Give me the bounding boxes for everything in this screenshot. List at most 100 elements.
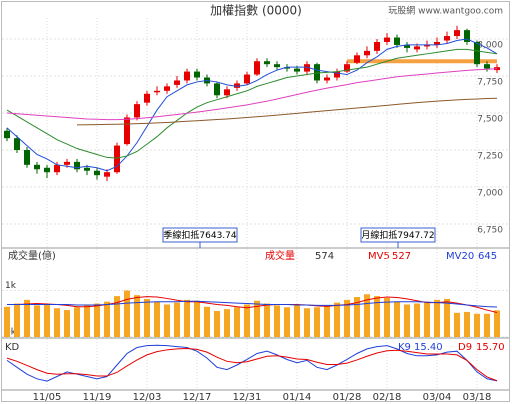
candle-body: [404, 44, 410, 48]
candle-body: [304, 64, 310, 72]
volume-bar: [164, 304, 170, 337]
volume-bar: [494, 310, 500, 337]
volume-bar: [34, 305, 40, 337]
volume-bar: [224, 309, 230, 337]
volume-bar: [104, 301, 110, 337]
volume-bar: [124, 290, 130, 337]
candle-body: [64, 161, 70, 165]
volume-bar: [454, 312, 460, 337]
volume-bar: [414, 303, 420, 337]
candle-body: [374, 41, 380, 51]
volume-bar: [364, 294, 370, 337]
volume-average: [7, 296, 498, 314]
x-tick-label: 01/28: [333, 392, 362, 403]
x-tick-label: 03/18: [463, 392, 492, 403]
candle-body: [34, 164, 40, 170]
d-name: D9: [458, 342, 472, 353]
volume-bar: [214, 310, 220, 337]
x-tick-label: 11/19: [83, 392, 112, 403]
volume-bar: [284, 307, 290, 337]
moving-average: [76, 97, 498, 126]
kd-label: KD: [5, 342, 20, 353]
x-tick-label: 12/03: [133, 392, 162, 403]
volume-bar: [344, 299, 350, 337]
candle-body: [414, 46, 420, 50]
volume-bar: [84, 304, 90, 337]
volume-bar: [64, 310, 70, 337]
candle-body: [284, 67, 290, 69]
candle-body: [184, 71, 190, 81]
candle-body: [114, 145, 120, 173]
candle-body: [314, 64, 320, 81]
candle-body: [144, 93, 150, 103]
volume-bar: [474, 313, 480, 337]
mv5-name: MV5: [368, 251, 390, 262]
candle-body: [104, 172, 110, 177]
volume-bar: [264, 303, 270, 337]
volume-bar: [4, 306, 10, 337]
x-tick-label: 12/31: [233, 392, 262, 403]
candle-body: [74, 161, 80, 170]
candle-body: [244, 74, 250, 84]
volume-bar: [74, 307, 80, 337]
volume-bar: [134, 295, 140, 337]
candle-body: [384, 37, 390, 42]
volume-bar: [194, 300, 200, 337]
volume-bar: [424, 301, 430, 337]
volume-bar: [114, 296, 120, 337]
moving-average: [6, 68, 498, 121]
annotation: 季線扣抵7643.74: [163, 229, 236, 241]
candle-body: [274, 64, 280, 68]
volume-bar: [384, 297, 390, 337]
candle-body: [14, 138, 20, 151]
candle-body: [234, 83, 240, 88]
k-name: K9: [398, 342, 411, 353]
candle-body: [444, 36, 450, 41]
volume-bar: [434, 299, 440, 337]
volume-bar: [404, 304, 410, 337]
volume-bar: [334, 302, 340, 337]
x-tick-label: 03/04: [423, 392, 452, 403]
candle-body: [394, 37, 400, 45]
candle-body: [134, 104, 140, 118]
candle-body: [324, 77, 330, 81]
volume-bar: [94, 303, 100, 337]
volume-bar: [484, 313, 490, 337]
candle-body: [334, 71, 340, 78]
y-tick-label: 7,250: [477, 152, 503, 162]
volume-bar: [174, 302, 180, 337]
candle-body: [354, 55, 360, 63]
volume-bar: [254, 300, 260, 337]
candle-body: [254, 61, 260, 75]
volume-bar: [244, 304, 250, 337]
volume-bar: [14, 303, 20, 337]
candle-body: [4, 130, 10, 139]
y-tick-label: 6,750: [477, 226, 503, 236]
chart-title: 加權指數 (0000): [210, 3, 302, 18]
x-tick-label: 02/18: [373, 392, 402, 403]
volume-bar: [294, 304, 300, 337]
candle-body: [464, 30, 470, 42]
candle-body: [84, 167, 90, 171]
volume-label: 成交量(億): [8, 249, 56, 262]
candle-body: [484, 64, 490, 69]
volume-bar: [54, 308, 60, 337]
candle-body: [154, 90, 160, 93]
volume-bar: [144, 298, 150, 337]
y-tick-label: 7,000: [477, 189, 503, 199]
volume-bar: [234, 307, 240, 337]
x-tick-label: 12/17: [183, 392, 212, 403]
moving-average: [6, 38, 498, 172]
moving-average: [6, 48, 498, 159]
candle-body: [54, 164, 60, 173]
source: 玩股網 www.wantgoo.com: [388, 5, 503, 17]
x-tick-label: 01/14: [283, 392, 312, 403]
candle-body: [344, 64, 350, 72]
volume-title: 成交量: [265, 249, 295, 262]
volume-bar: [184, 299, 190, 337]
y-tick-label: 7,500: [477, 115, 503, 125]
candle-body: [434, 41, 440, 45]
volume-bar: [444, 298, 450, 337]
kd-line: [6, 344, 498, 382]
